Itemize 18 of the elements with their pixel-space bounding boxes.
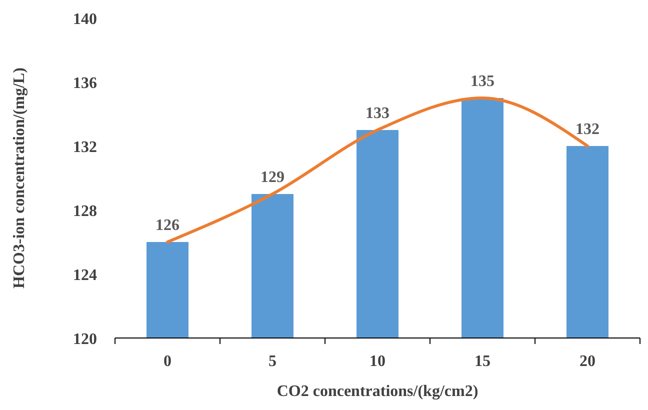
y-tick-label: 132 xyxy=(73,139,97,156)
x-tick-label: 10 xyxy=(370,353,386,370)
x-tick-label: 20 xyxy=(580,353,596,370)
data-label: 126 xyxy=(156,217,180,234)
y-tick-label: 136 xyxy=(73,75,97,92)
y-tick-label: 128 xyxy=(73,203,97,220)
y-tick-label: 140 xyxy=(73,11,97,28)
x-tick-label: 0 xyxy=(164,353,172,370)
y-tick-label: 120 xyxy=(73,331,97,348)
x-tick-label: 5 xyxy=(268,353,276,370)
y-axis-title: HCO3-ion concentration/(mg/L) xyxy=(11,68,28,288)
data-label: 133 xyxy=(366,105,390,122)
data-label: 132 xyxy=(576,121,600,138)
data-label: 129 xyxy=(260,169,284,186)
x-axis-title: CO2 concentrations/(kg/cm2) xyxy=(276,383,478,400)
x-tick-label: 15 xyxy=(474,353,490,370)
data-label: 135 xyxy=(470,73,494,90)
y-tick-label: 124 xyxy=(73,267,97,284)
